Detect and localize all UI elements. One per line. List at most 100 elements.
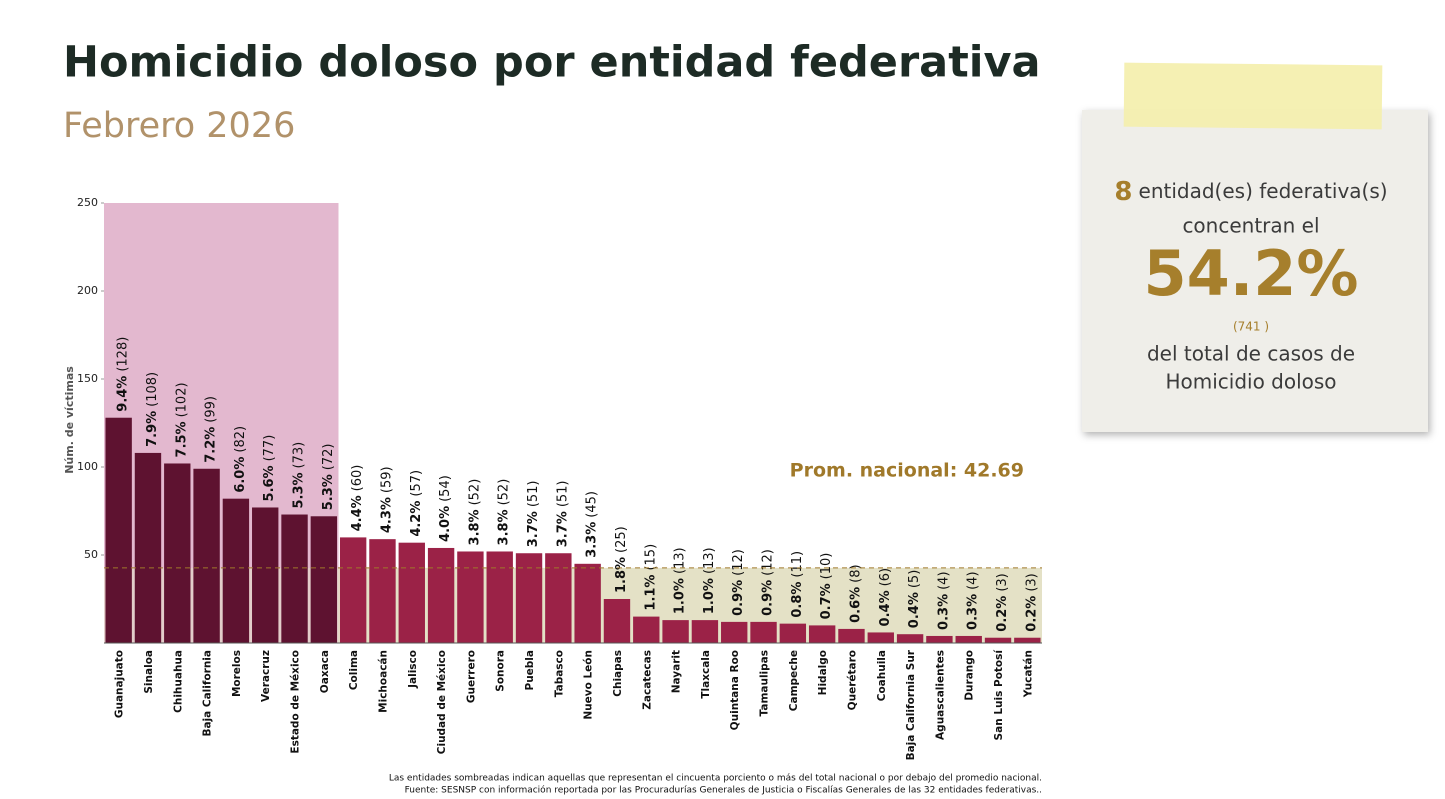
x-tick-label: Michoacán (377, 650, 389, 713)
bar (252, 507, 279, 643)
share-label: 0.2% (995, 596, 1010, 632)
y-tick-label: 200 (77, 284, 98, 297)
bar (1014, 637, 1041, 643)
count-label: (8) (848, 564, 863, 582)
count-label: (72) (320, 444, 335, 471)
value-label: 0.3% (4) (965, 571, 980, 629)
share-label: 0.3% (936, 594, 951, 630)
value-label: 7.5% (102) (174, 382, 189, 457)
bar (427, 547, 455, 643)
value-label: 1.0% (13) (672, 547, 687, 614)
share-label: 7.5% (174, 421, 189, 457)
share-label: 0.4% (877, 590, 892, 626)
share-label: 0.9% (760, 580, 775, 616)
share-label: 7.9% (144, 411, 159, 447)
value-label: 0.9% (12) (760, 549, 775, 616)
count-label: (11) (789, 551, 804, 578)
value-label: 0.3% (4) (936, 571, 951, 629)
value-label: 7.2% (99) (203, 396, 218, 463)
count-label: (5) (907, 570, 922, 588)
bar (457, 551, 484, 643)
card-paper (1082, 110, 1428, 432)
share-label: 0.8% (789, 582, 804, 618)
bar (339, 537, 367, 643)
count-label: (128) (115, 337, 130, 372)
count-label: (45) (584, 491, 599, 518)
value-label: 5.6% (77) (262, 435, 277, 502)
summary-card: 8 entidad(es) federativa(s) concentran el… (1082, 62, 1428, 432)
share-label: 7.2% (203, 427, 218, 463)
count-label: (73) (291, 442, 306, 469)
card-share: 54.2% (1143, 237, 1358, 310)
x-tick-label: Jalisco (407, 650, 419, 689)
count-label: (59) (379, 466, 394, 493)
bar (633, 616, 660, 643)
share-label: 1.0% (701, 578, 716, 614)
value-label: 0.2% (3) (1024, 573, 1039, 631)
bar (896, 634, 924, 643)
value-label: 5.3% (72) (320, 444, 335, 511)
value-label: 5.3% (73) (291, 442, 306, 509)
y-tick-label: 250 (77, 196, 98, 209)
x-tick-label: Zacatecas (641, 650, 653, 710)
count-label: (51) (526, 480, 541, 507)
x-tick-label: Veracruz (260, 650, 272, 702)
bar (750, 621, 777, 643)
x-tick-label: Guanajuato (114, 650, 126, 718)
card-line: Homicidio doloso (1165, 370, 1336, 394)
share-label: 3.3% (584, 522, 599, 558)
share-label: 5.3% (291, 472, 306, 508)
bar (984, 637, 1012, 643)
value-label: 3.8% (52) (467, 479, 482, 546)
bar (955, 635, 982, 643)
share-label: 0.6% (848, 587, 863, 623)
x-tick-label: Quintana Roo (729, 650, 741, 730)
x-tick-label: Coahuila (876, 650, 888, 701)
x-tick-label: Campeche (788, 650, 800, 711)
bar (691, 620, 719, 643)
count-label: (102) (174, 382, 189, 417)
count-label: (82) (232, 426, 247, 453)
count-label: (25) (613, 526, 628, 553)
x-tick-label: Nayarit (671, 650, 683, 693)
value-label: 0.8% (11) (789, 551, 804, 618)
bar (281, 514, 308, 643)
share-label: 4.0% (438, 506, 453, 542)
bar (193, 468, 220, 643)
share-label: 3.7% (526, 511, 541, 547)
value-label: 3.8% (52) (496, 479, 511, 546)
share-label: 9.4% (115, 376, 130, 412)
note: Fuente: SESNSP con información reportada… (405, 785, 1042, 796)
bar (926, 635, 953, 643)
bar (310, 516, 338, 643)
share-label: 0.9% (731, 580, 746, 616)
card-total: (741 ) (1233, 320, 1269, 334)
x-tick-label: Baja California (202, 650, 214, 737)
share-label: 1.1% (643, 575, 658, 611)
count-label: (60) (350, 465, 365, 492)
value-label: 0.2% (3) (995, 573, 1010, 631)
bar (721, 621, 748, 643)
x-tick-label: Querétaro (846, 650, 858, 710)
count-label: (13) (672, 547, 687, 574)
value-label: 4.4% (60) (350, 465, 365, 532)
x-tick-label: Durango (964, 650, 976, 701)
x-tick-label: Hidalgo (817, 650, 829, 695)
bar (398, 542, 425, 643)
value-label: 0.4% (6) (877, 568, 892, 626)
tape (1123, 62, 1383, 130)
x-tick-label: Oaxaca (319, 650, 331, 693)
x-tick-label: Ciudad de México (436, 650, 448, 754)
x-tick-label: Tamaulipas (759, 650, 771, 716)
x-tick-label: Chiapas (612, 650, 624, 697)
value-label: 9.4% (128) (115, 337, 130, 412)
bar (134, 452, 162, 643)
bar (603, 599, 631, 643)
card-line: concentran el (1182, 214, 1319, 238)
bar (545, 553, 572, 643)
count-label: (57) (408, 470, 423, 497)
share-label: 0.7% (819, 583, 834, 619)
count-label: (4) (936, 571, 951, 589)
bar (662, 620, 689, 643)
